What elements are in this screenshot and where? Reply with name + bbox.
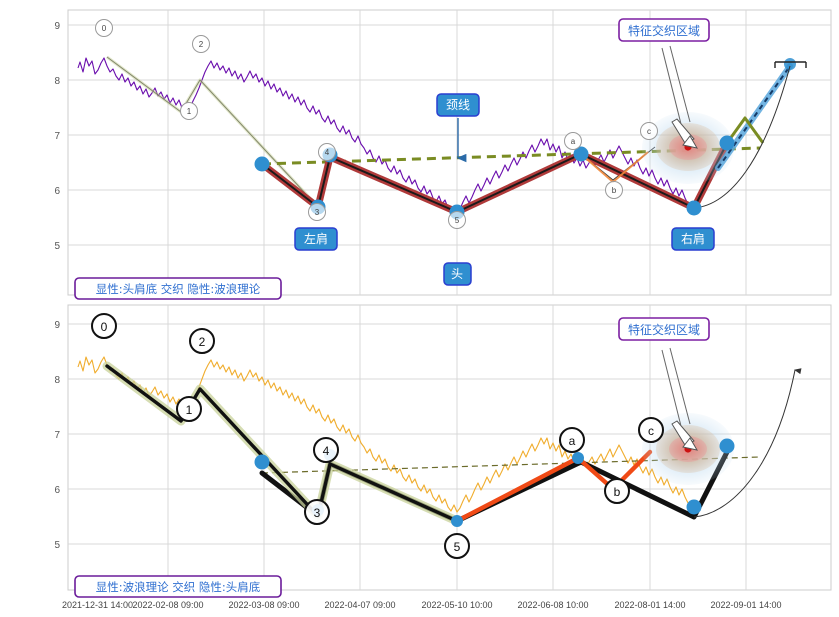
- right-shoulder-annotation[interactable]: 右肩: [671, 227, 715, 251]
- x-tick-label: 2022-05-10 10:00: [421, 600, 492, 610]
- top-forecast-projection: [715, 58, 807, 171]
- top-price-series: [77, 57, 689, 214]
- y-tick-label: 7: [54, 430, 60, 441]
- head-annotation[interactable]: 头: [443, 262, 472, 286]
- y-tick-label: 6: [54, 186, 60, 197]
- right-shoulder-badge[interactable]: [671, 227, 715, 251]
- top-wave-labels: 0 1 2 3 4 5 a b c: [95, 19, 658, 229]
- bottom-legend-text: 显性:波浪理论 交织 隐性:头肩底: [96, 580, 261, 594]
- feature-zone-badge[interactable]: [618, 18, 710, 42]
- feature-zone-badge[interactable]: [618, 317, 710, 341]
- wave-label-a: a: [569, 434, 576, 448]
- right-shoulder-label: 右肩: [681, 231, 705, 246]
- y-tick-label: 8: [54, 76, 60, 87]
- x-tick-label: 2022-03-08 09:00: [228, 600, 299, 610]
- head-badge[interactable]: [443, 262, 472, 286]
- neckline-annotation[interactable]: 颈线: [436, 93, 480, 163]
- wave-label-4: 4: [323, 444, 330, 458]
- x-tick-label: 2022-09-01 14:00: [710, 600, 781, 610]
- top-feature-zone: [642, 112, 734, 184]
- top-forecast-curve: [693, 65, 791, 209]
- bottom-feature-zone: [642, 413, 734, 485]
- wave-label-2: 2: [199, 40, 204, 49]
- bottom-abc-line: [454, 449, 653, 524]
- wave-label-0: 0: [101, 320, 108, 334]
- node-start: [254, 454, 270, 470]
- bottom-panel-y-axis: 9 8 7 6 5: [54, 320, 60, 551]
- wave-label-c: c: [647, 127, 651, 136]
- top-panel-y-axis: 9 8 7 6 5: [54, 21, 60, 252]
- node-head: [451, 515, 463, 527]
- node-start: [254, 156, 270, 172]
- top-legend-text: 显性:头肩底 交织 隐性:波浪理论: [96, 282, 261, 296]
- node-breakout: [719, 135, 735, 151]
- wave-label-a: a: [571, 137, 576, 146]
- bottom-wave-labels: 0 1 2 3 4 5 a b c: [91, 313, 664, 559]
- wave-label-b: b: [612, 186, 617, 195]
- top-panel-legend[interactable]: 显性:头肩底 交织 隐性:波浪理论: [74, 277, 282, 300]
- x-tick-label: 2021-12-31 14:00: [62, 600, 133, 610]
- wave-label-1: 1: [187, 107, 192, 116]
- wave-label-3: 3: [314, 506, 321, 520]
- wave-label-5: 5: [455, 216, 460, 225]
- wave-label-4: 4: [325, 148, 330, 157]
- wave-label-0: 0: [102, 24, 107, 33]
- node-right-shoulder: [686, 499, 702, 515]
- forecast-target-bracket: [774, 61, 807, 68]
- y-tick-label: 8: [54, 375, 60, 386]
- y-tick-label: 7: [54, 131, 60, 142]
- wave-label-2: 2: [199, 335, 206, 349]
- wave-label-b: b: [614, 485, 621, 499]
- head-label: 头: [451, 267, 463, 281]
- wave-label-1: 1: [186, 403, 193, 417]
- bottom-panel: 9 8 7 6 5: [54, 304, 832, 598]
- top-forecast-zigzag: [725, 116, 765, 144]
- left-shoulder-badge[interactable]: [294, 227, 338, 251]
- neckline-badge[interactable]: [436, 93, 480, 117]
- y-tick-label: 6: [54, 485, 60, 496]
- y-tick-label: 5: [54, 540, 60, 551]
- bottom-zone-pointer-arrow: [661, 347, 699, 451]
- left-shoulder-label: 左肩: [304, 231, 328, 246]
- feature-zone-label: 特征交织区域: [628, 23, 700, 38]
- x-tick-label: 2022-02-08 09:00: [132, 600, 203, 610]
- top-feature-zone-annotation[interactable]: 特征交织区域: [618, 18, 710, 42]
- left-shoulder-annotation[interactable]: 左肩: [294, 227, 338, 251]
- bottom-feature-zone-annotation[interactable]: 特征交织区域: [618, 317, 710, 341]
- top-legend-box[interactable]: [74, 277, 282, 300]
- node-right-shoulder: [686, 200, 702, 216]
- node-breakout: [719, 438, 735, 454]
- y-tick-label: 9: [54, 320, 60, 331]
- forecast-target-dot: [784, 58, 796, 70]
- node-right-neck: [573, 146, 589, 162]
- bottom-wave-theory-line: [105, 364, 459, 523]
- y-tick-label: 9: [54, 21, 60, 32]
- top-panel: 9 8 7 6 5: [54, 9, 832, 300]
- feature-zone-label: 特征交织区域: [628, 322, 700, 337]
- x-tick-label: 2022-08-01 14:00: [614, 600, 685, 610]
- wave-label-c: c: [648, 424, 654, 438]
- y-tick-label: 5: [54, 241, 60, 252]
- x-tick-label: 2022-04-07 09:00: [324, 600, 395, 610]
- wave-label-5: 5: [454, 540, 461, 554]
- wave-label-3: 3: [315, 208, 320, 217]
- bottom-panel-legend[interactable]: 显性:波浪理论 交织 隐性:头肩底: [74, 575, 282, 598]
- node-right-neck: [572, 452, 584, 464]
- bottom-legend-box[interactable]: [74, 575, 282, 598]
- x-axis: 2021-12-31 14:00 2022-02-08 09:00 2022-0…: [62, 600, 782, 610]
- x-tick-label: 2022-06-08 10:00: [517, 600, 588, 610]
- bottom-forecast-curve: [693, 368, 802, 518]
- top-zone-pointer-arrow: [661, 45, 699, 149]
- neckline-label: 颈线: [446, 98, 470, 112]
